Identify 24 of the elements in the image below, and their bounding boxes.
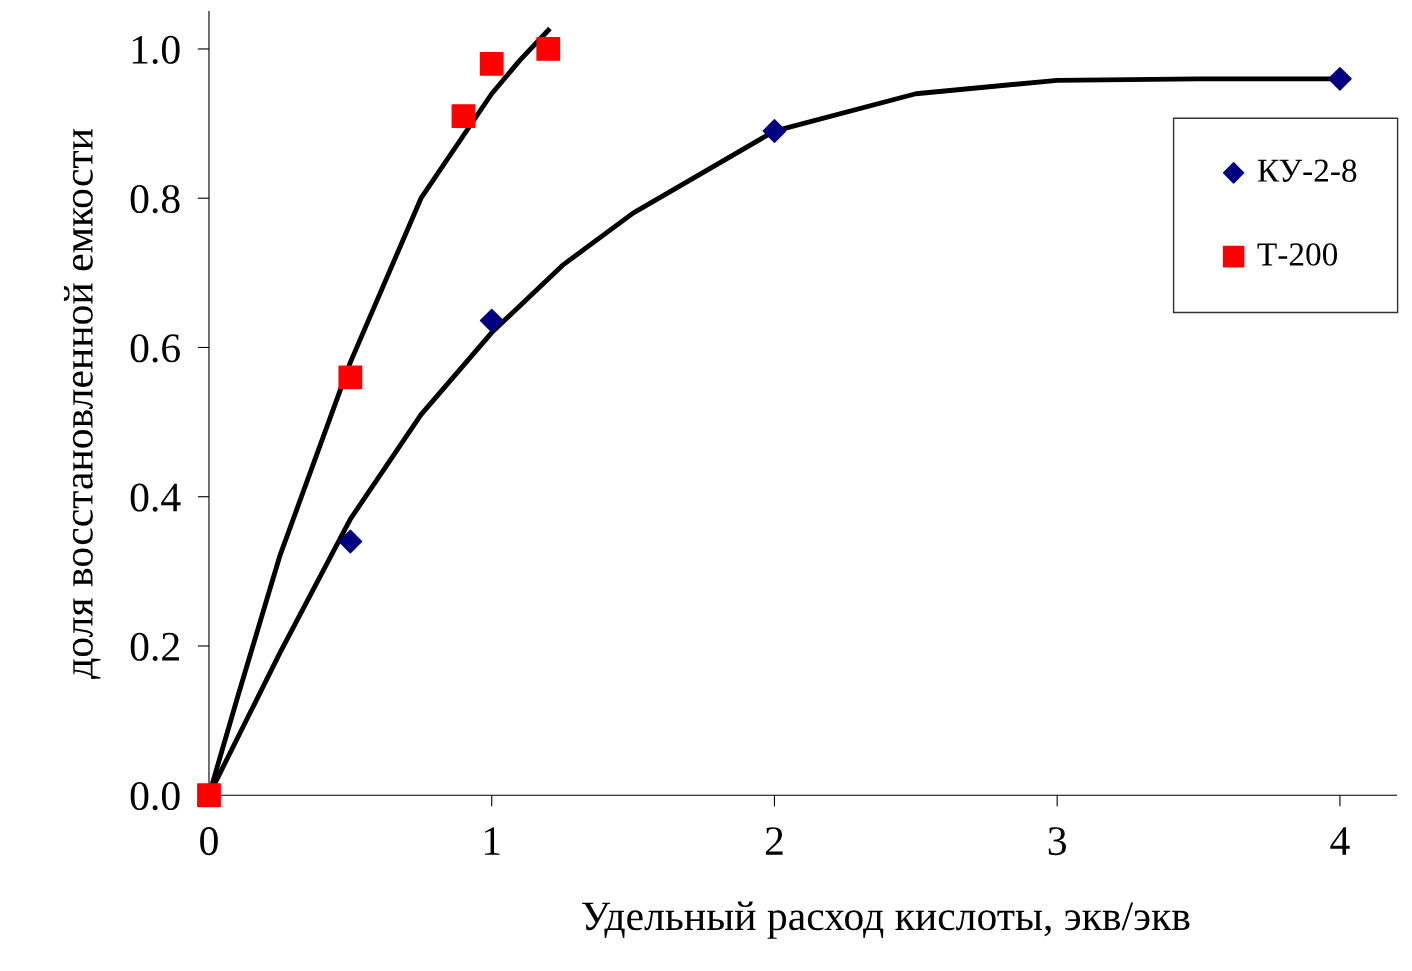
point: [762, 119, 787, 143]
y-tick-label: 0.0: [130, 782, 180, 811]
point: [479, 51, 504, 76]
y-tick-label: 0.2: [130, 632, 179, 662]
x-tick-label: 1: [484, 827, 500, 855]
y-tick-label: 0.4: [130, 483, 181, 512]
legend-label: Т-200: [1257, 243, 1338, 266]
point: [1328, 66, 1352, 91]
y-tick-label: 1.0: [132, 35, 180, 65]
x-tick-label: 3: [1048, 827, 1066, 856]
point: [338, 529, 363, 554]
point: [451, 104, 476, 129]
x-tick-label: 0: [200, 827, 218, 856]
x-tick-label: 2: [765, 827, 783, 855]
x-tick-label: 4: [1330, 827, 1350, 855]
point: [197, 783, 221, 808]
y-axis-title: доля восстановленной емкости: [63, 129, 101, 679]
y-tick-label: 0.8: [130, 184, 180, 214]
point: [536, 37, 561, 61]
point: [479, 308, 504, 333]
point: [338, 365, 363, 390]
y-tick-label: 0.6: [130, 334, 180, 363]
legend-label: КУ-2-8: [1257, 159, 1357, 182]
x-axis-title: Удельный расход кислоты, экв/экв: [582, 901, 1190, 939]
